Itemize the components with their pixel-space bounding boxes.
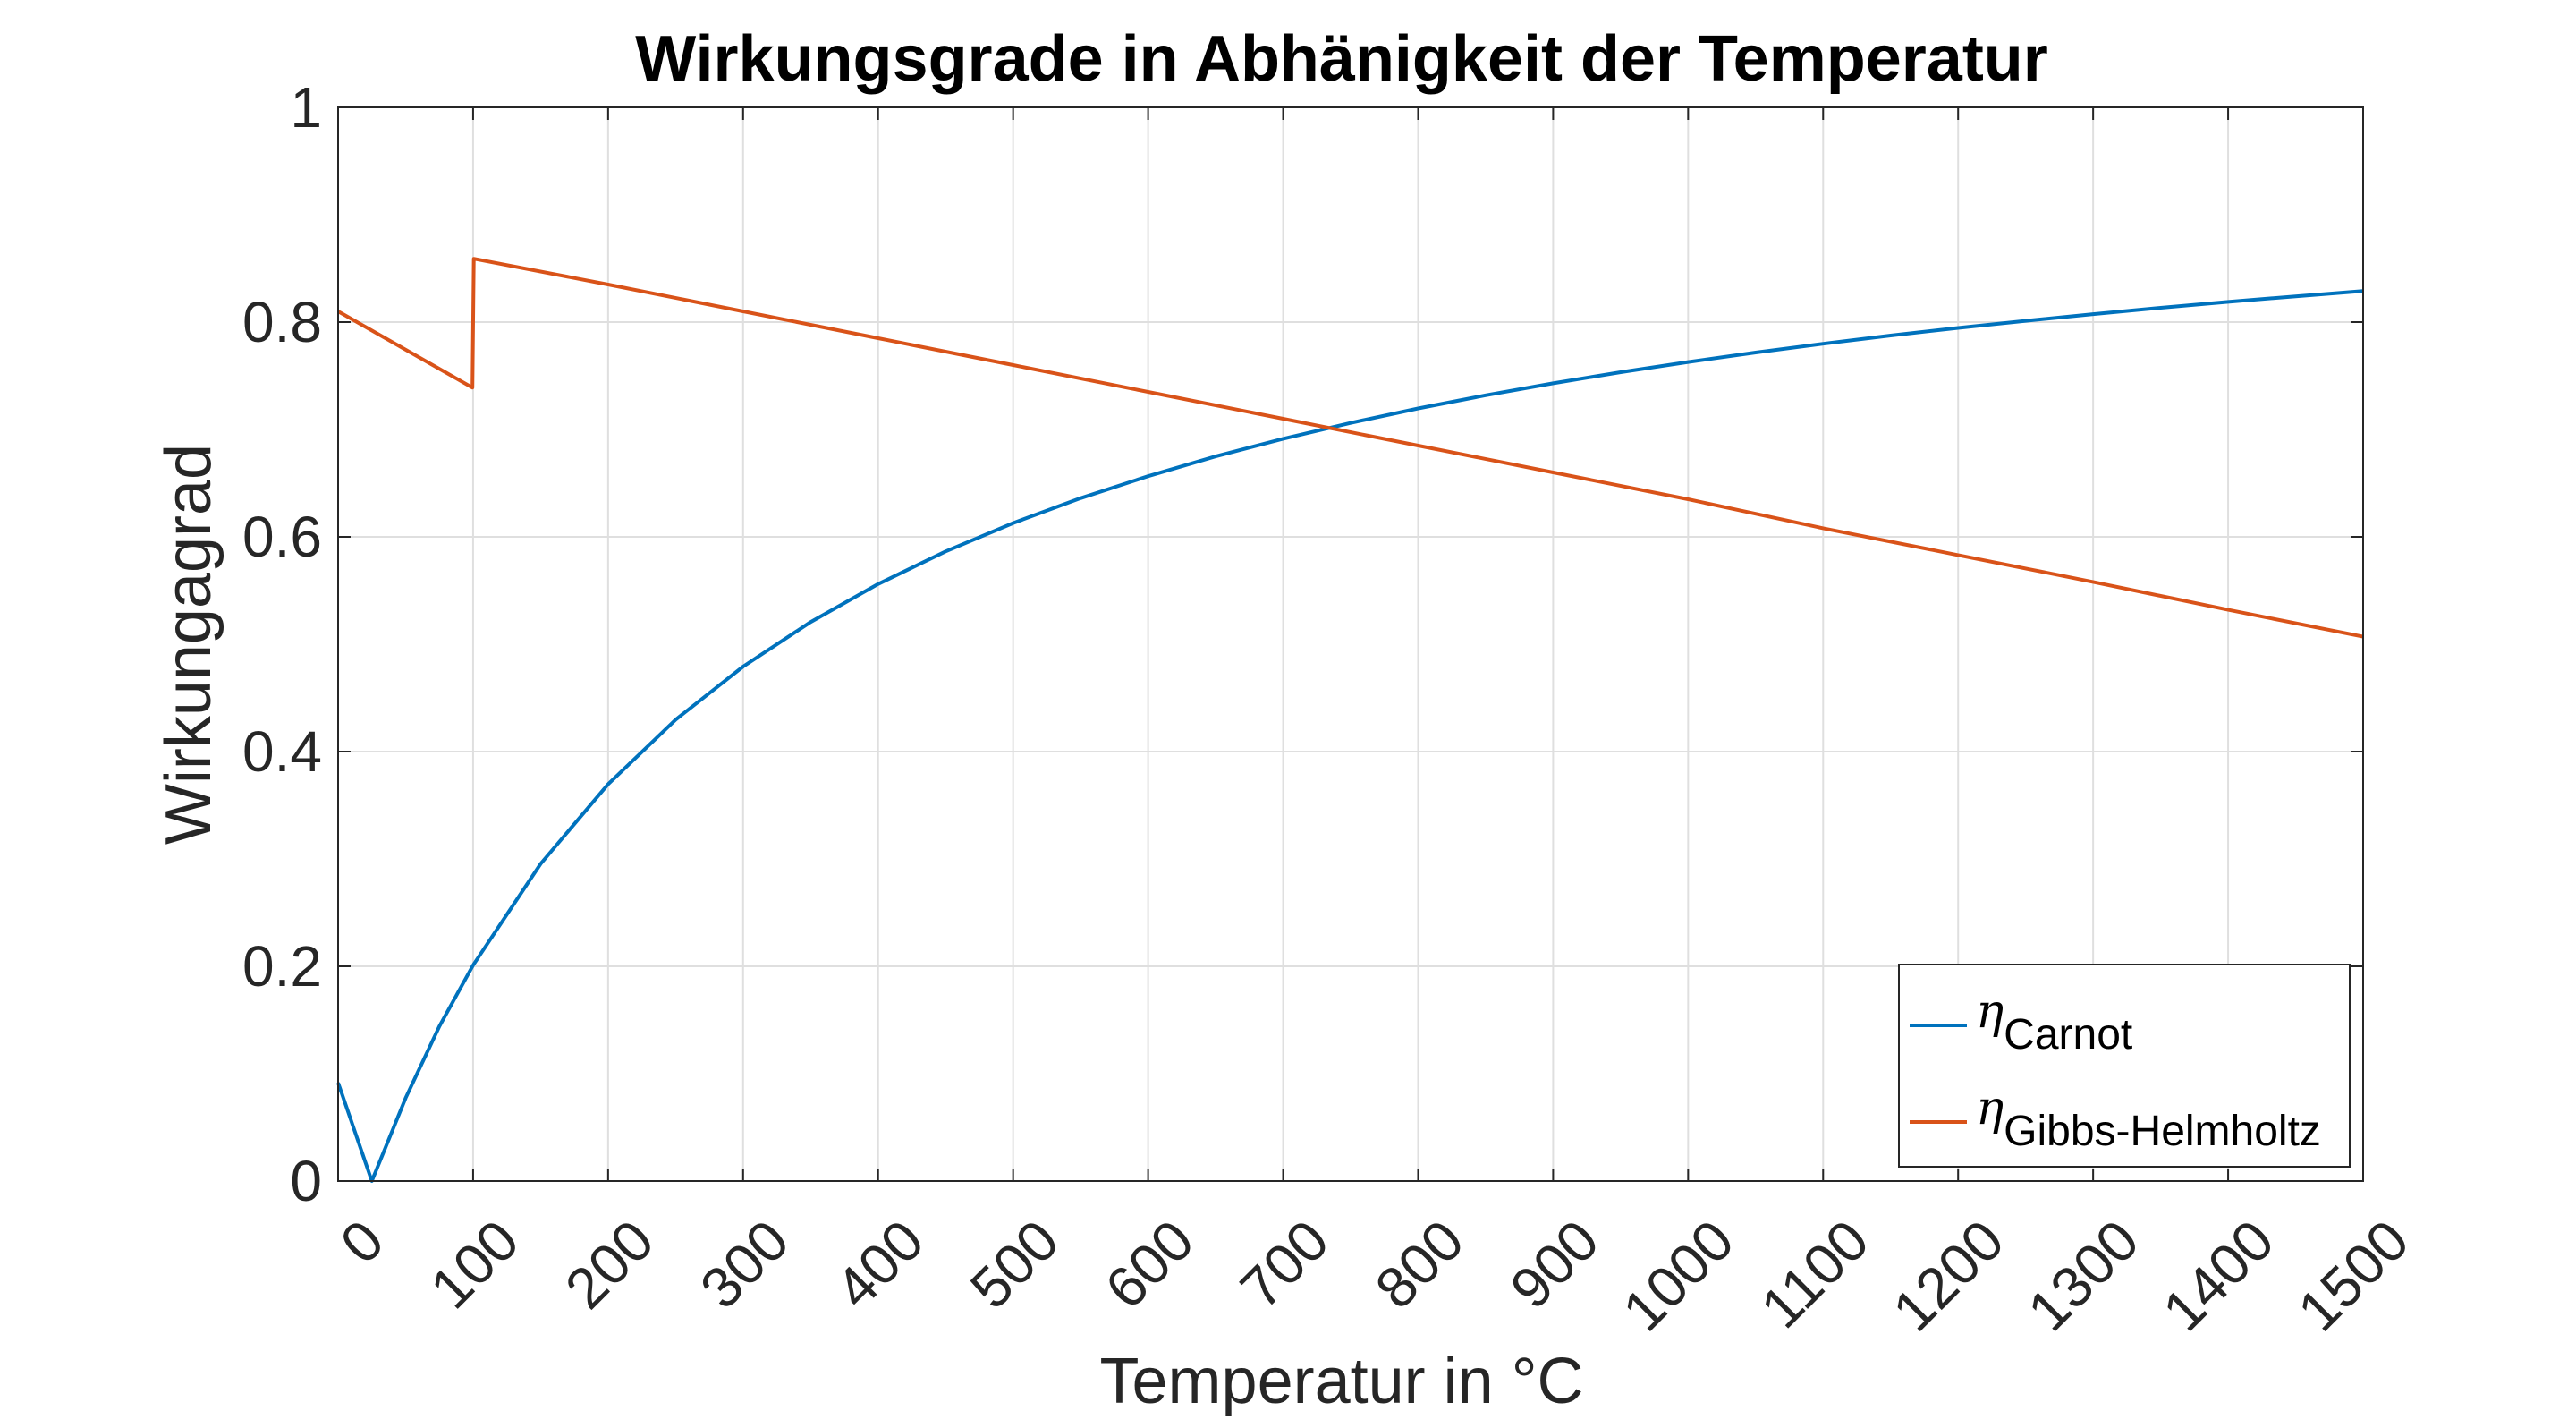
legend-symbol: η — [1976, 985, 2004, 1039]
y-tick-label: 1 — [290, 75, 322, 140]
axis-ticks — [337, 106, 2364, 1182]
plot-frame — [337, 106, 2364, 1182]
series-line-carnot — [336, 289, 2364, 1183]
y-tick-label: 0.2 — [242, 934, 322, 999]
legend-label: ηCarnot — [1976, 985, 2132, 1058]
legend-subscript: Carnot — [2004, 1011, 2132, 1058]
y-tick-label: 0 — [290, 1149, 322, 1213]
y-tick-label: 0.4 — [242, 719, 322, 784]
x-axis-label: Temperatur in °C — [1100, 1346, 1584, 1417]
legend-label: ηGibbs-Helmholtz — [1976, 1082, 2321, 1155]
y-tick-label: 0.6 — [242, 505, 322, 569]
series-lines — [336, 257, 2364, 1183]
y-tick-label: 0.8 — [242, 290, 322, 354]
y-axis-label: Wirkungagrad — [153, 444, 225, 845]
legend-symbol: η — [1976, 1082, 2004, 1135]
legend-subscript: Gibbs-Helmholtz — [2004, 1108, 2321, 1155]
series-line-gibbs-helmholtz — [337, 257, 2364, 639]
chart-title: Wirkungsgrade in Abhänigkeit der Tempera… — [635, 23, 2048, 95]
legend-box — [1898, 964, 2351, 1168]
